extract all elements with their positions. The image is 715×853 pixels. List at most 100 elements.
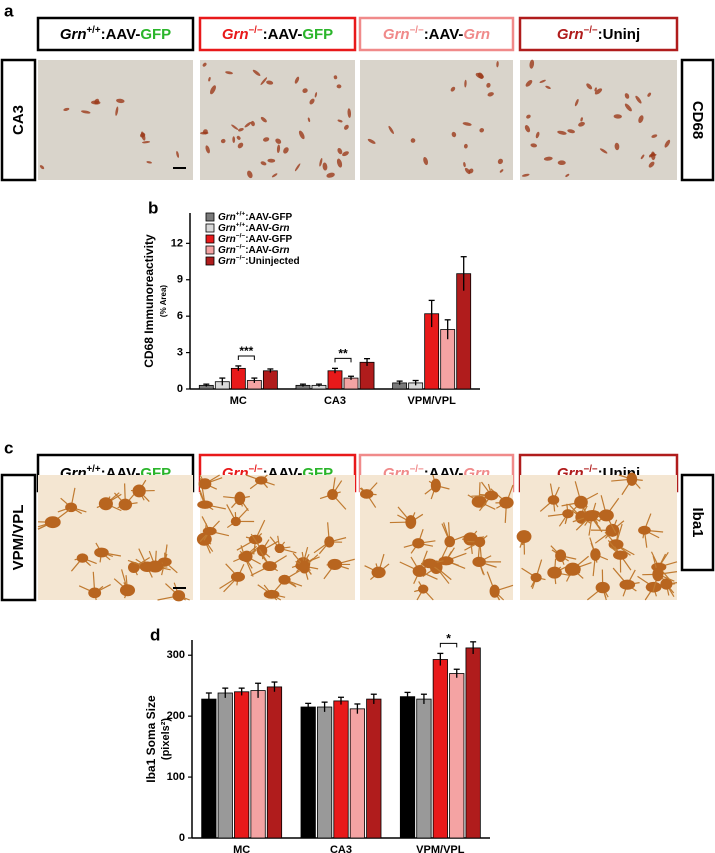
soma [119, 584, 136, 597]
cell [423, 156, 429, 166]
cell [524, 125, 531, 133]
soma [555, 549, 567, 562]
soma [132, 484, 146, 498]
bar [266, 686, 283, 839]
legend-label: Grn+/+:AAV-GFP [218, 210, 293, 222]
cell [624, 103, 632, 112]
micrograph [38, 60, 193, 180]
header-label: Grn−/−:AAV-GFP [222, 24, 333, 43]
bar [217, 692, 233, 839]
cell [486, 82, 491, 88]
soma [405, 515, 417, 529]
cell [116, 98, 125, 104]
cell [647, 92, 652, 97]
bar [432, 659, 448, 839]
soma [652, 567, 664, 582]
cell [260, 116, 267, 123]
bar [327, 370, 343, 390]
panel-letter: b [148, 198, 158, 217]
cell [276, 144, 281, 154]
micrograph [37, 475, 193, 602]
soma [278, 574, 291, 585]
cell [238, 127, 244, 132]
stain-label: CD68 [689, 101, 706, 139]
cell [236, 135, 241, 140]
bar [250, 690, 266, 839]
micrograph [520, 59, 677, 180]
bar [359, 361, 375, 390]
micrograph-bg [360, 60, 513, 180]
cell [521, 173, 530, 177]
soma [147, 560, 164, 573]
cell [309, 98, 315, 105]
legend-swatch [205, 245, 215, 255]
soma [412, 565, 427, 577]
cell [651, 134, 658, 138]
soma [76, 553, 89, 563]
cell [208, 76, 211, 82]
soma [234, 491, 246, 506]
cell [635, 95, 642, 104]
cell [557, 130, 567, 135]
cell [250, 120, 255, 127]
cell [146, 161, 152, 164]
y-axis-sublabel: (pixels²) [160, 718, 172, 761]
soma [94, 547, 109, 558]
legend-swatch [205, 212, 215, 222]
soma [598, 509, 614, 522]
soma [660, 578, 673, 590]
soma [299, 560, 310, 574]
cell [578, 121, 585, 127]
y-tick-label: 3 [177, 346, 183, 358]
cell [530, 143, 538, 148]
soma [241, 550, 253, 563]
soma [197, 500, 213, 509]
cell [624, 93, 630, 99]
soma [471, 495, 487, 508]
soma [44, 516, 61, 529]
legend-label: Grn+/+:AAV-Grn [218, 221, 289, 233]
soma [262, 561, 277, 572]
soma [248, 534, 263, 545]
legend-swatch [205, 234, 215, 244]
cell [477, 72, 484, 79]
soma [255, 476, 268, 485]
soma [638, 525, 651, 535]
cell [220, 138, 226, 144]
legend-swatch [205, 223, 215, 233]
soma [547, 495, 560, 505]
soma [88, 587, 102, 599]
soma [198, 478, 212, 490]
micrograph [360, 60, 513, 180]
micrograph-bg [200, 60, 355, 180]
micrograph [516, 472, 678, 601]
cell [333, 75, 338, 80]
legend-label: Grn−/−:AAV-GFP [218, 232, 293, 244]
header-box [518, 16, 679, 52]
cell [294, 163, 301, 172]
cell [526, 114, 531, 119]
y-tick-label: 0 [179, 832, 185, 844]
panel-letter: c [4, 438, 13, 457]
soma [547, 566, 562, 579]
cell [567, 129, 575, 134]
cell [613, 114, 622, 119]
x-tick-label: MC [230, 395, 247, 407]
soma [274, 543, 285, 554]
row-label-box [0, 473, 37, 602]
cell [63, 107, 70, 111]
bar [456, 273, 472, 390]
soma [619, 579, 636, 590]
legend-swatch [205, 256, 215, 266]
soma [474, 536, 486, 548]
cell [565, 173, 570, 177]
cell [464, 167, 471, 175]
bar [399, 696, 416, 839]
significance-bracket [334, 357, 352, 363]
header-label: Grn+/+:AAV-GFP [60, 24, 171, 43]
significance-bracket [237, 355, 255, 360]
cell [545, 85, 551, 90]
cell [496, 60, 499, 68]
